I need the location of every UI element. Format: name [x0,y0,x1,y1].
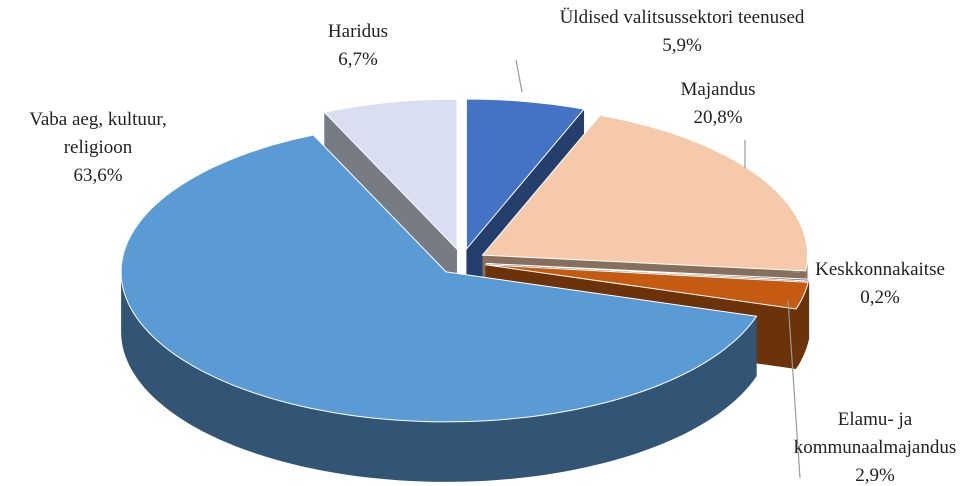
category-name: Majandus [680,79,756,100]
data-label: Haridus 6,7% [298,18,418,74]
slice [485,264,809,310]
leader-line [787,299,801,479]
leader-line [515,59,523,93]
slice-side [808,279,810,342]
value-label: 63,6% [73,165,123,186]
category-name: Elamu- ja kommunaalmajandus [793,409,957,458]
category-name: Keskkonnakaitse [815,259,945,280]
slice-side [121,271,757,482]
value-label: 5,9% [662,35,702,56]
data-label: Üldised valitsussektori teenused 5,9% [522,4,842,60]
slice [485,262,810,282]
data-label: Keskkonnakaitse 0,2% [795,256,965,312]
slice [481,114,809,272]
slice [465,98,585,251]
leaders [515,59,801,479]
value-label: 20,8% [693,107,743,128]
slice-side [796,282,809,369]
category-name: Haridus [327,21,389,42]
data-label: Majandus 20,8% [658,76,778,132]
category-name: Üldised valitsussektori teenused [559,7,805,28]
value-label: 6,7% [338,49,378,70]
tops [120,98,810,423]
data-label: Vaba aeg, kultuur, religioon 63,6% [3,106,193,190]
category-name: Vaba aeg, kultuur, religioon [29,109,167,158]
slice [120,134,758,423]
data-label: Elamu- ja kommunaalmajandus 2,9% [780,406,970,486]
value-label: 0,2% [860,287,900,308]
slice [323,98,458,251]
value-label: 2,9% [855,465,895,486]
